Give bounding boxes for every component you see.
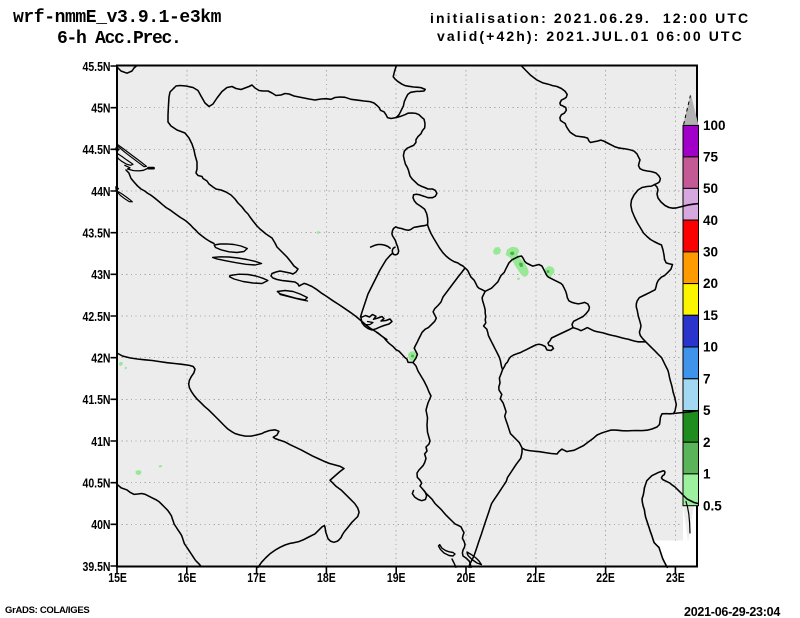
svg-text:22E: 22E: [596, 572, 615, 585]
svg-text:19E: 19E: [387, 572, 406, 585]
svg-text:42.5N: 42.5N: [83, 311, 111, 324]
svg-text:0.5: 0.5: [703, 498, 722, 513]
svg-text:45.5N: 45.5N: [83, 61, 111, 74]
svg-text:7: 7: [703, 371, 711, 386]
svg-text:44.5N: 44.5N: [83, 144, 111, 157]
svg-text:75: 75: [703, 150, 719, 165]
svg-text:43.5N: 43.5N: [83, 228, 111, 241]
svg-text:44N: 44N: [91, 186, 110, 199]
svg-text:18E: 18E: [317, 572, 336, 585]
svg-text:30: 30: [703, 245, 718, 260]
svg-text:40: 40: [703, 213, 718, 228]
svg-text:100: 100: [703, 118, 726, 133]
svg-text:20: 20: [703, 276, 718, 291]
svg-text:15: 15: [703, 308, 719, 323]
svg-text:2: 2: [703, 435, 711, 450]
svg-text:41.5N: 41.5N: [83, 394, 111, 407]
svg-text:5: 5: [703, 403, 711, 418]
svg-text:20E: 20E: [457, 572, 476, 585]
svg-text:39.5N: 39.5N: [83, 561, 111, 574]
svg-text:43N: 43N: [91, 269, 110, 282]
svg-text:40N: 40N: [91, 519, 110, 532]
svg-text:50: 50: [703, 181, 718, 196]
svg-text:16E: 16E: [178, 572, 197, 585]
svg-text:23E: 23E: [666, 572, 685, 585]
svg-text:21E: 21E: [526, 572, 545, 585]
svg-text:42N: 42N: [91, 353, 110, 366]
svg-text:45N: 45N: [91, 103, 110, 116]
svg-text:10: 10: [703, 340, 718, 355]
svg-text:1: 1: [703, 467, 711, 482]
svg-text:15E: 15E: [108, 572, 127, 585]
svg-text:40.5N: 40.5N: [83, 478, 111, 491]
svg-text:41N: 41N: [91, 436, 110, 449]
svg-text:17E: 17E: [247, 572, 266, 585]
